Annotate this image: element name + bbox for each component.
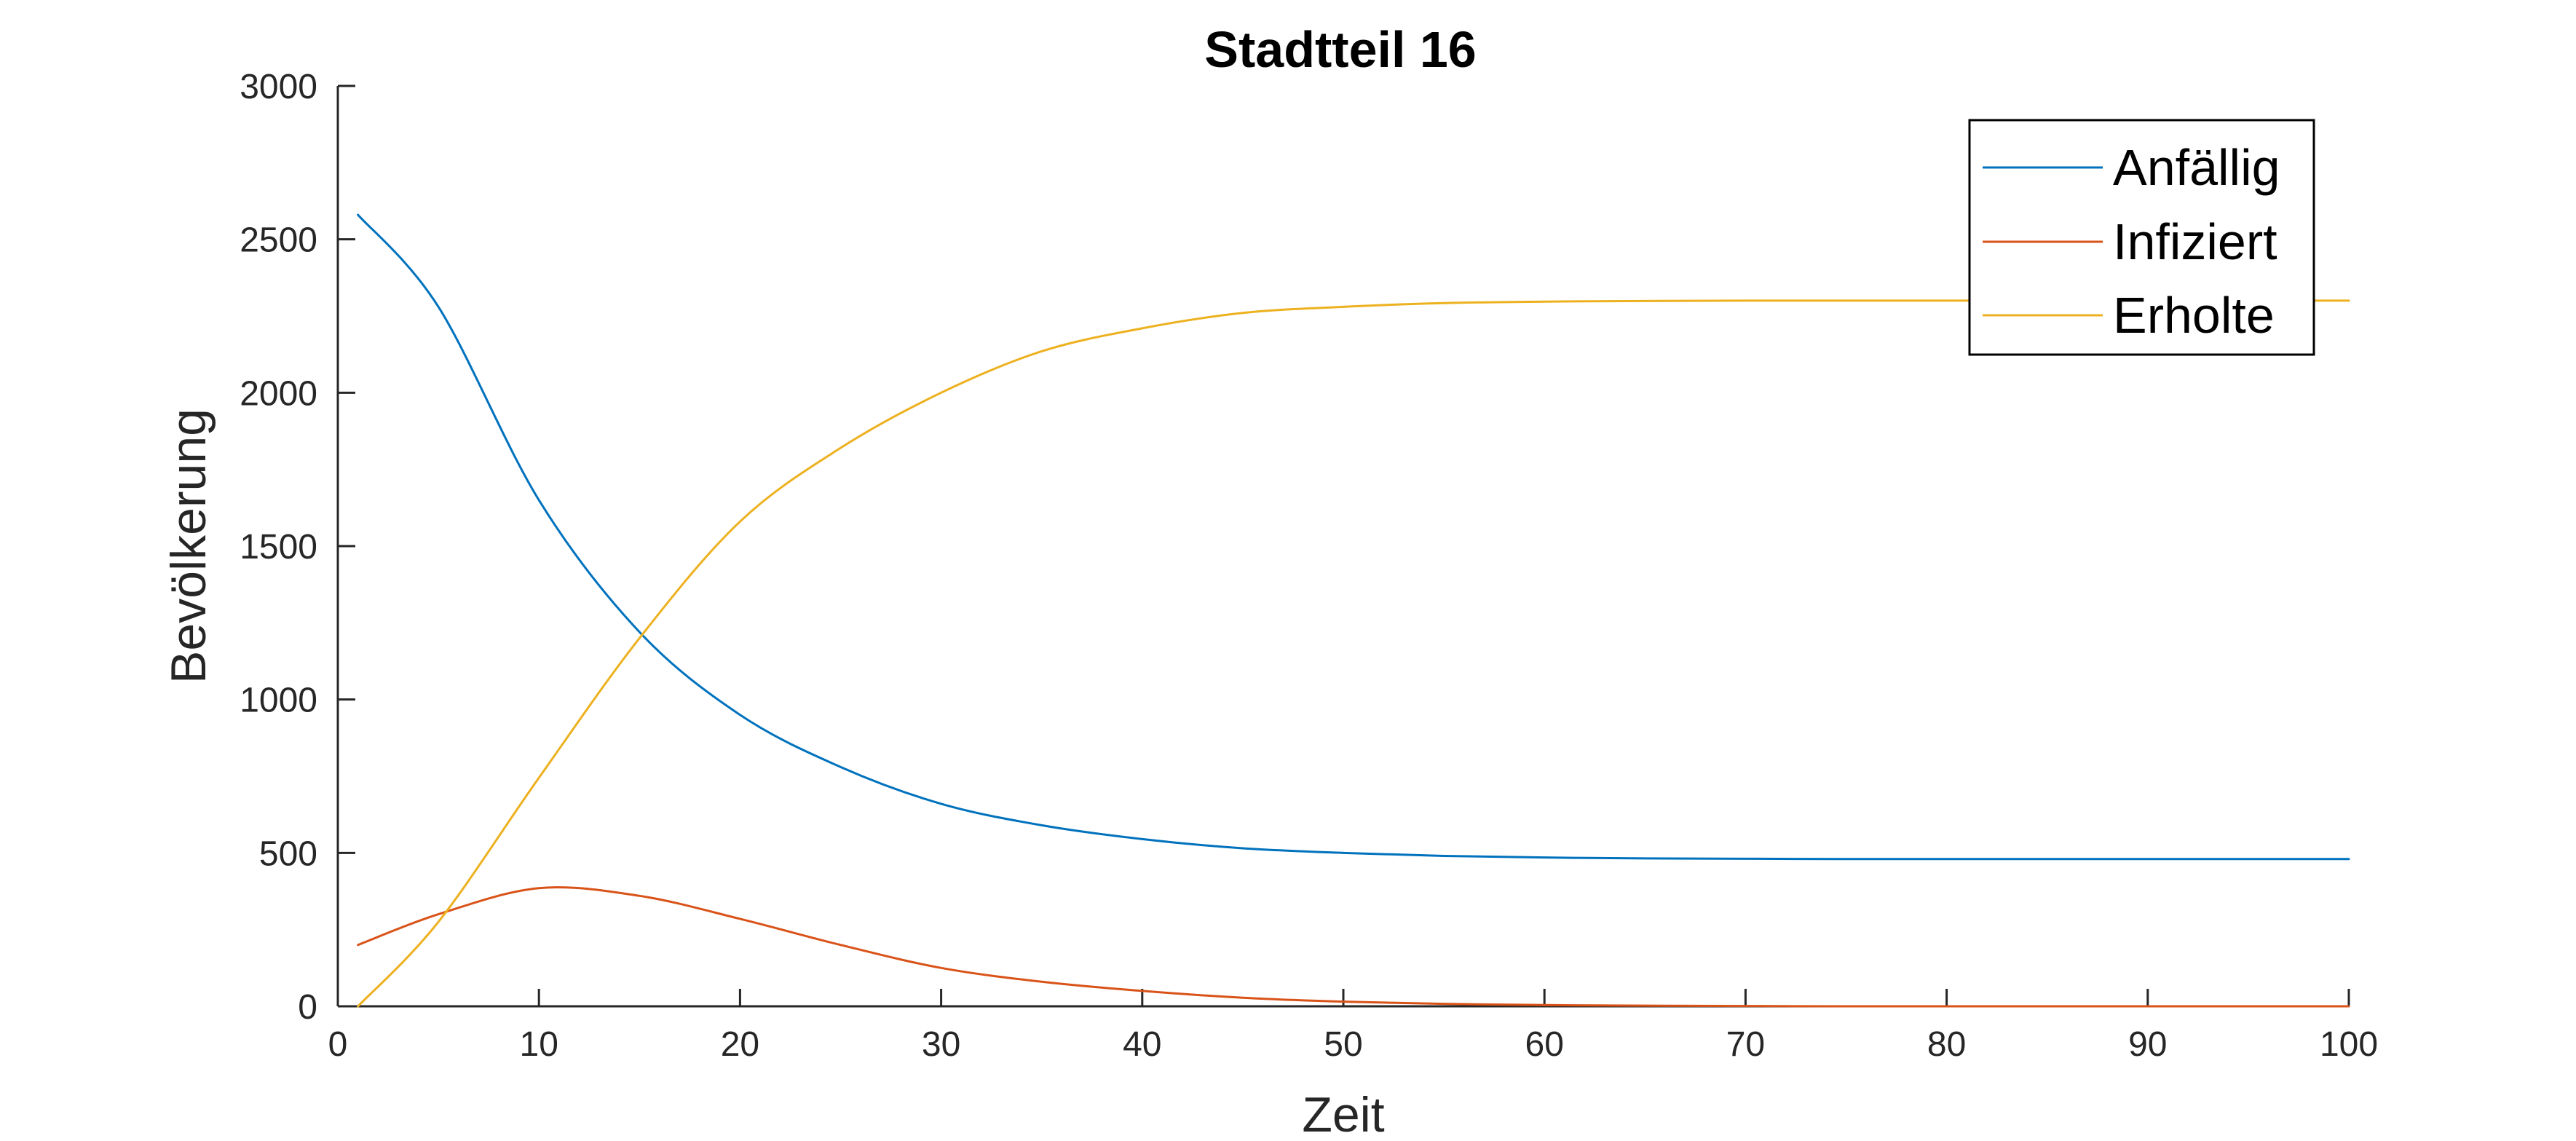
y-tick-label: 0 [298,988,317,1027]
legend-item: Erholte [1983,287,2275,344]
x-tick-label: 50 [1324,1025,1362,1064]
x-tick-label: 80 [1927,1025,1966,1064]
y-tick-label: 500 [259,834,317,873]
plot-area: 0 10 20 30 40 50 60 70 80 90 100050010001500200025… [240,68,2378,1064]
x-tick-label: 20 [721,1025,759,1064]
y-tick-label: 1000 [240,682,317,720]
legend-item: Anfällig [1983,139,2280,196]
legend-label: Anfällig [2113,139,2280,196]
y-tick-label: 1500 [240,528,317,566]
axis-ticks: 0 10 20 30 40 50 60 70 80 90 100050010001500200025… [240,68,2378,1064]
y-tick-label: 3000 [240,68,317,106]
x-tick-label: 60 [1525,1025,1564,1064]
x-tick-label: 0 [328,1025,348,1064]
legend-label: Erholte [2113,287,2275,344]
x-axis-title: Zeit [1302,1087,1384,1141]
x-tick-label: 30 [922,1025,960,1064]
y-axis-title: Bevölkerung [161,408,216,684]
chart-title: Stadtteil 16 [1204,21,1476,78]
legend-label: Infiziert [2113,213,2277,270]
legend: Anfällig Infiziert Erholte [1968,119,2315,356]
series-line-2 [357,886,2350,1008]
x-tick-label: 90 [2128,1025,2167,1064]
x-tick-label: 70 [1726,1025,1765,1064]
y-tick-label: 2500 [240,221,317,260]
x-tick-label: 100 [2320,1025,2378,1064]
legend-item: Infiziert [1983,213,2277,270]
series-line-1 [357,213,2350,861]
y-tick-label: 2000 [240,374,317,413]
x-tick-label: 40 [1123,1025,1161,1064]
x-tick-label: 10 [520,1025,558,1064]
